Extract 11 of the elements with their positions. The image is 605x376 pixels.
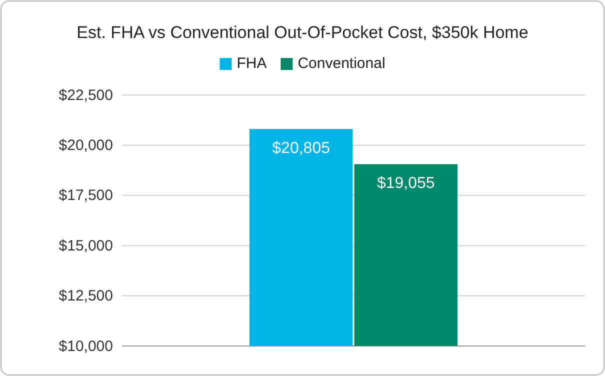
legend-label: FHA: [236, 55, 267, 72]
data-label: $20,805: [272, 140, 330, 158]
y-tick-label: $12,500: [58, 288, 113, 305]
chart-title: Est. FHA vs Conventional Out-Of-Pocket Cost, $350k Home: [76, 23, 528, 42]
legend-label: Conventional: [298, 55, 386, 72]
y-tick-label: $10,000: [58, 338, 113, 355]
y-tick-label: $20,000: [58, 137, 113, 154]
data-label: $19,055: [376, 175, 435, 192]
y-tick-label: $17,500: [58, 187, 113, 204]
y-tick-label: $15,000: [58, 237, 113, 254]
y-tick-label: $22,500: [58, 86, 113, 104]
